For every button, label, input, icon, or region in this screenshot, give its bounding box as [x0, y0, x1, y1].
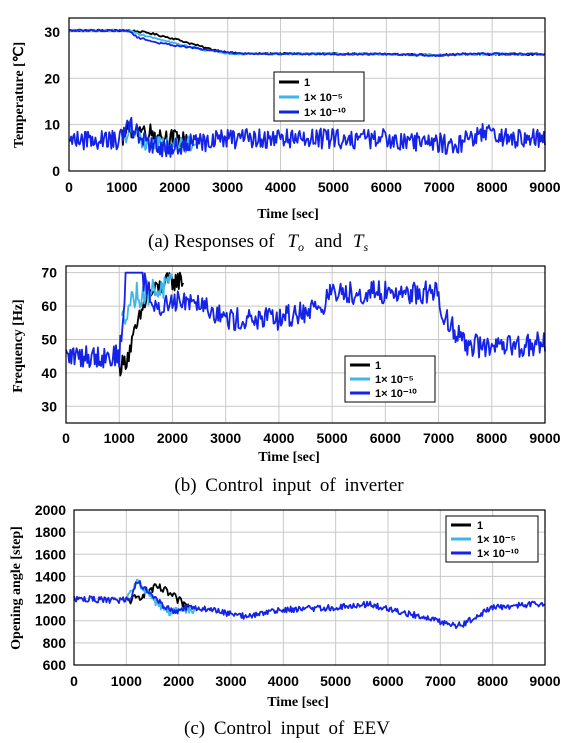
legend-label-2: 1× 10⁻⁵ [375, 374, 414, 386]
y-axis-label: Frequency [Hz] [11, 299, 26, 392]
legend: 1 1× 10⁻⁵ 1× 10⁻¹⁰ [445, 515, 539, 563]
x-tick-label: 7000 [424, 179, 455, 195]
plot-frame-box [65, 265, 546, 424]
x-tick-label: 2000 [163, 673, 194, 689]
x-tick-label: 0 [65, 179, 73, 195]
y-tick-label: 30 [44, 24, 60, 40]
x-axis-label: Time [sec] [257, 207, 319, 222]
caption: (b) Control input of inverter [174, 475, 404, 496]
series-line-3 [73, 580, 546, 630]
tick-labels: 0 1000 2000 3000 4000 5000 6000 7000 8000 9000 0 10… [44, 24, 560, 195]
caption: (a) Responses of To and Ts [148, 231, 368, 256]
x-axis-label: Time [sec] [258, 450, 320, 465]
x-tick-label: 7000 [425, 673, 456, 689]
series-line-3 [65, 271, 546, 369]
legend-label-1: 1 [477, 520, 483, 532]
x-tick-label: 3000 [210, 430, 241, 446]
plot-frame [73, 509, 546, 666]
x-tick-label: 0 [70, 673, 78, 689]
legend-label-3: 1× 10⁻¹⁰ [477, 548, 519, 560]
x-tick-label: 8000 [476, 430, 507, 446]
y-tick-label: 60 [41, 298, 57, 314]
plot-frame [68, 17, 546, 172]
y-tick-label: 0 [52, 163, 60, 179]
x-tick-label: 9000 [529, 430, 560, 446]
x-tick-label: 1000 [104, 430, 135, 446]
x-tick-label: 5000 [317, 430, 348, 446]
x-tick-label: 1000 [106, 179, 137, 195]
grid-lines [65, 266, 546, 423]
series-line-1 [126, 583, 190, 612]
series-line-1-upper [68, 28, 546, 57]
x-tick-label: 4000 [268, 673, 299, 689]
x-tick-label: 6000 [371, 179, 402, 195]
legend: 1 1× 10⁻⁵ 1× 10⁻¹⁰ [273, 71, 365, 122]
y-tick-label: 20 [44, 70, 60, 86]
x-tick-label: 9000 [529, 179, 560, 195]
x-tick-label: 1000 [111, 673, 142, 689]
x-tick-label: 0 [62, 430, 70, 446]
y-tick-label: 30 [41, 398, 57, 414]
legend-label-3: 1× 10⁻¹⁰ [304, 107, 346, 119]
y-tick-label: 1000 [35, 613, 66, 629]
legend-label-2: 1× 10⁻⁵ [477, 534, 516, 546]
chart-temperature: 0 1000 2000 3000 4000 5000 6000 7000 8000 9000 0 10… [12, 17, 561, 256]
data-series [68, 28, 546, 158]
series-line-2 [121, 273, 173, 325]
y-tick-label: 600 [43, 657, 67, 673]
data-series [65, 271, 546, 377]
y-tick-label: 70 [41, 265, 57, 281]
y-tick-label: 50 [41, 331, 57, 347]
series-line-3 [68, 116, 546, 158]
tick-labels: 0 1000 2000 3000 4000 5000 6000 7000 8000 9000 600… [35, 502, 561, 689]
y-tick-label: 1400 [35, 568, 66, 584]
x-tick-label: 5000 [318, 179, 349, 195]
x-tick-label: 7000 [423, 430, 454, 446]
y-tick-label: 2000 [35, 502, 66, 518]
y-tick-label: 1600 [35, 546, 66, 562]
x-tick-label: 9000 [529, 673, 560, 689]
chart-frequency: 0 1000 2000 3000 4000 5000 6000 7000 8000 9000 30 4… [11, 265, 561, 496]
x-tick-label: 4000 [263, 430, 294, 446]
x-tick-label: 6000 [372, 673, 403, 689]
x-tick-label: 3000 [212, 179, 243, 195]
x-axis-label: Time [sec] [267, 695, 329, 710]
x-tick-label: 5000 [320, 673, 351, 689]
legend-label-3: 1× 10⁻¹⁰ [375, 388, 417, 400]
data-series [73, 578, 546, 630]
y-tick-label: 800 [43, 635, 67, 651]
legend-label-1: 1 [304, 77, 310, 89]
tick-labels: 0 1000 2000 3000 4000 5000 6000 7000 8000 9000 30 4… [41, 265, 560, 446]
y-axis-label: Temperature [℃] [12, 42, 27, 148]
x-tick-label: 8000 [477, 179, 508, 195]
legend-label-1: 1 [375, 360, 381, 372]
y-tick-label: 1200 [35, 591, 66, 607]
legend-label-2: 1× 10⁻⁵ [304, 92, 343, 104]
y-tick-label: 10 [44, 117, 60, 133]
series-line-3-upper [68, 28, 546, 58]
x-tick-label: 3000 [215, 673, 246, 689]
chart-opening-angle: 0 1000 2000 3000 4000 5000 6000 7000 8000 9000 600… [9, 502, 561, 739]
y-tick-label: 40 [41, 365, 57, 381]
y-axis-label: Opening angle [step] [9, 526, 24, 650]
legend: 1 1× 10⁻⁵ 1× 10⁻¹⁰ [344, 355, 436, 403]
caption: (c) Control input of EEV [184, 718, 390, 739]
x-tick-label: 2000 [157, 430, 188, 446]
x-tick-label: 4000 [265, 179, 296, 195]
x-tick-label: 2000 [159, 179, 190, 195]
x-tick-label: 8000 [477, 673, 508, 689]
x-tick-label: 6000 [370, 430, 401, 446]
y-tick-label: 1800 [35, 524, 66, 540]
